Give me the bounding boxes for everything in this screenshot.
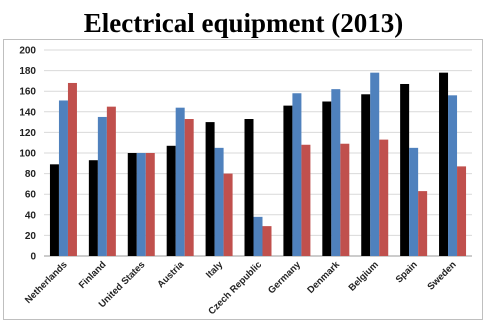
bar-united-states-series-1 — [127, 153, 137, 256]
bar-austria-series-3 — [184, 119, 194, 256]
bar-united-states-series-3 — [145, 153, 155, 256]
bar-netherlands-series-2 — [58, 100, 68, 256]
bar-denmark-series-1 — [322, 101, 332, 256]
x-category-label: Netherlands — [23, 259, 70, 306]
bar-sweden-series-1 — [439, 72, 449, 256]
x-category-label: Spain — [394, 259, 420, 285]
y-tick-label: 60 — [25, 190, 37, 201]
bar-denmark-series-3 — [340, 143, 350, 256]
bar-germany-series-2 — [292, 93, 302, 256]
bar-netherlands-series-3 — [67, 82, 77, 257]
bar-germany-series-1 — [283, 105, 293, 257]
bar-italy-series-3 — [223, 173, 233, 256]
chart-title: Electrical equipment (2013) — [83, 8, 404, 38]
bar-netherlands-series-1 — [49, 164, 59, 256]
y-tick-label: 180 — [19, 66, 36, 77]
bar-finland-series-2 — [97, 116, 107, 256]
bar-denmark-series-2 — [331, 89, 341, 256]
x-category-label: Sweden — [425, 259, 458, 292]
y-tick-label: 40 — [25, 210, 37, 221]
bar-belgium-series-3 — [379, 139, 389, 256]
y-tick-label: 80 — [25, 169, 37, 180]
bar-czech-republic-series-2 — [253, 216, 263, 256]
bar-austria-series-2 — [175, 107, 185, 257]
y-tick-label: 200 — [19, 46, 36, 57]
y-tick-label: 140 — [19, 107, 36, 118]
bar-austria-series-1 — [166, 145, 176, 256]
x-category-label: Germany — [266, 259, 303, 296]
bar-spain-series-1 — [400, 83, 410, 257]
x-category-label: Belgium — [347, 259, 381, 293]
bar-belgium-series-2 — [370, 72, 380, 256]
x-category-label: Denmark — [305, 259, 342, 296]
x-category-label: Italy — [204, 259, 226, 281]
bar-spain-series-3 — [418, 191, 428, 256]
bar-czech-republic-series-1 — [244, 119, 254, 256]
bar-italy-series-1 — [205, 122, 215, 256]
bar-belgium-series-1 — [361, 94, 371, 256]
bar-germany-series-3 — [301, 144, 311, 256]
bar-czech-republic-series-3 — [262, 226, 272, 256]
bar-sweden-series-2 — [448, 95, 458, 256]
bar-united-states-series-2 — [136, 153, 146, 256]
y-tick-label: 20 — [25, 231, 37, 242]
y-tick-label: 0 — [30, 252, 36, 263]
x-category-label: Austria — [155, 259, 186, 290]
bar-finland-series-1 — [88, 160, 98, 256]
bar-sweden-series-3 — [457, 166, 467, 256]
bar-finland-series-3 — [106, 106, 116, 257]
y-tick-label: 120 — [19, 128, 36, 139]
bar-spain-series-2 — [409, 147, 419, 256]
bar-italy-series-2 — [214, 147, 224, 256]
y-tick-label: 160 — [19, 87, 36, 98]
y-tick-label: 100 — [19, 149, 36, 160]
x-category-label: Finland — [77, 259, 109, 291]
